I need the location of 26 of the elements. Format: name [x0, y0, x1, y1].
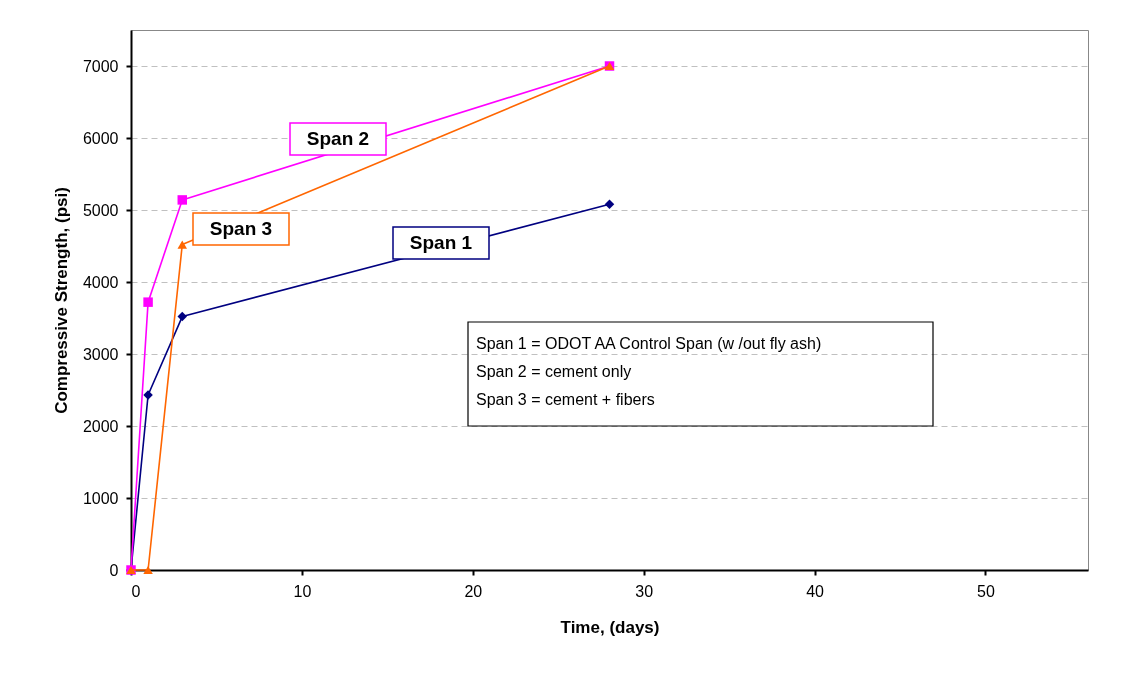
y-tick-label: 7000 — [82, 57, 119, 75]
x-tick-label: 30 — [635, 582, 654, 600]
point — [143, 297, 153, 307]
x-tick-label: 40 — [806, 582, 825, 600]
x-tick-label: 50 — [977, 582, 995, 600]
x-tick-label: 10 — [293, 582, 312, 600]
series-label: Span 2 — [306, 128, 370, 149]
point — [177, 195, 188, 205]
x-axis-title: Time, (days) — [560, 617, 660, 637]
y-tick-label: 6000 — [82, 129, 119, 147]
annotation: Span 1 = ODOT AA Control Span (w /out fly ash) — [476, 335, 822, 352]
x-tick-label: 20 — [464, 582, 483, 600]
point — [177, 311, 188, 322]
x-tick-label: 0 — [131, 582, 141, 600]
y-tick-label: 3000 — [82, 345, 119, 363]
annotation: Span 2 = cement only — [476, 363, 632, 380]
y-tick-label: 1000 — [82, 489, 119, 507]
y-tick-label: 4000 — [82, 273, 119, 291]
y-tick-label: 2000 — [82, 417, 119, 435]
y-tick-label: 5000 — [82, 201, 119, 219]
y-axis-title: Compressive Strength, (psi) — [51, 187, 71, 414]
series-label: Span 1 — [409, 232, 473, 253]
series-label: Span 3 — [209, 218, 273, 239]
point — [604, 199, 615, 209]
y-tick-label: 0 — [109, 561, 119, 579]
annotation: Span 3 = cement + fibers — [476, 391, 655, 408]
